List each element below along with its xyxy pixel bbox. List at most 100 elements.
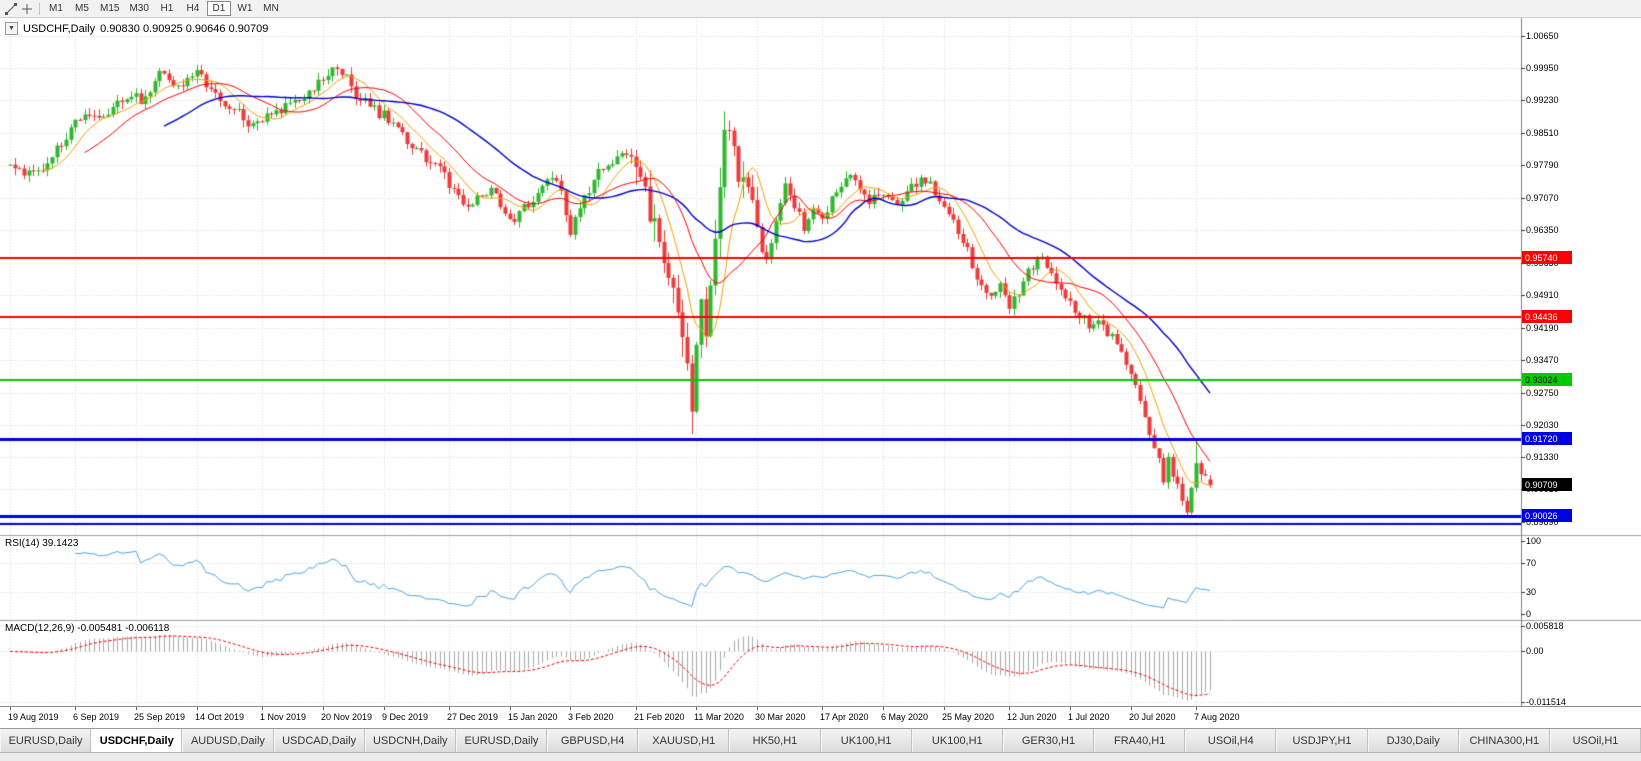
timeframe-button-d1[interactable]: D1 xyxy=(206,1,231,16)
trendline-icon[interactable] xyxy=(3,2,19,16)
hline-price-tag: 0.91720 xyxy=(1522,432,1572,445)
date-label: 3 Feb 2020 xyxy=(568,712,614,722)
hline-price-tag: 0.94436 xyxy=(1522,310,1572,323)
time-axis-tick xyxy=(944,707,945,710)
price-axis-label: 0.99230 xyxy=(1526,95,1559,105)
crosshair-icon[interactable] xyxy=(19,2,35,16)
time-axis-tick xyxy=(636,707,637,710)
date-label: 17 Apr 2020 xyxy=(820,712,869,722)
time-axis-tick xyxy=(696,707,697,710)
collapse-chart-icon[interactable]: ▼ xyxy=(5,22,18,35)
time-axis-tick xyxy=(757,707,758,710)
date-label: 20 Nov 2019 xyxy=(321,712,373,722)
timeframe-button-m15[interactable]: M15 xyxy=(100,3,120,14)
chart-tab-audusd-daily[interactable]: AUDUSD,Daily xyxy=(182,729,274,752)
time-axis-tick xyxy=(384,707,385,710)
chart-window: ▼ USDCHF,Daily 0.90830 0.90925 0.90646 0… xyxy=(0,18,1641,707)
price-axis-label: 0.99950 xyxy=(1526,63,1559,73)
timeframe-button-mn[interactable]: MN xyxy=(263,3,279,14)
chart-tab-usoil-h1[interactable]: USOil,H1 xyxy=(1549,729,1641,752)
timeframe-button-group: M1 M5 M15 M30 H1 H4 D1 W1 MN xyxy=(44,1,283,16)
rsi-axis-label: 30 xyxy=(1526,587,1537,597)
date-label: 1 Jul 2020 xyxy=(1068,712,1110,722)
price-axis-label: 0.92030 xyxy=(1526,420,1559,430)
chart-tab-usdjpy-h1[interactable]: USDJPY,H1 xyxy=(1276,729,1368,752)
date-label: 25 May 2020 xyxy=(942,712,995,722)
date-label: 20 Jul 2020 xyxy=(1129,712,1176,722)
time-axis-tick xyxy=(883,707,884,710)
chart-tab-fra40-h1[interactable]: FRA40,H1 xyxy=(1094,729,1186,752)
date-label: 14 Oct 2019 xyxy=(195,712,245,722)
chart-tab-china300-h1[interactable]: CHINA300,H1 xyxy=(1458,729,1550,752)
macd-axis-label: -0.011514 xyxy=(1526,697,1566,707)
chart-tab-usdchf-daily[interactable]: USDCHF,Daily xyxy=(91,729,183,752)
time-axis-tick xyxy=(449,707,450,710)
chart-tab-usoil-h4[interactable]: USOil,H4 xyxy=(1185,729,1277,752)
timeframe-button-w1[interactable]: W1 xyxy=(237,3,253,14)
time-axis-tick xyxy=(570,707,571,710)
rsi-axis-label: 100 xyxy=(1526,536,1542,546)
rsi-indicator-label: RSI(14) 39.1423 xyxy=(5,538,79,549)
timeframe-button-m30[interactable]: M30 xyxy=(129,3,149,14)
date-label: 19 Aug 2019 xyxy=(8,712,59,722)
hline-price-tag: 0.95740 xyxy=(1522,251,1572,264)
hline-price-tag: 0.90026 xyxy=(1522,509,1572,522)
time-axis-tick xyxy=(136,707,137,710)
date-label: 27 Dec 2019 xyxy=(447,712,499,722)
hline-price-tag: 0.93024 xyxy=(1522,373,1572,386)
timeframe-button-m1[interactable]: M1 xyxy=(49,3,63,14)
time-axis-tick xyxy=(1131,707,1132,710)
chart-tab-uk100-h1[interactable]: UK100,H1 xyxy=(820,729,912,752)
chart-header: ▼ USDCHF,Daily 0.90830 0.90925 0.90646 0… xyxy=(5,22,268,35)
time-axis-tick xyxy=(323,707,324,710)
top-toolbar: M1 M5 M15 M30 H1 H4 D1 W1 MN xyxy=(0,0,1641,18)
timeframe-button-m5[interactable]: M5 xyxy=(75,3,89,14)
macd-axis-label: 0.005818 xyxy=(1526,621,1564,631)
price-axis-label: 0.94190 xyxy=(1526,323,1559,333)
date-label: 30 Mar 2020 xyxy=(755,712,806,722)
chart-tab-xauusd-h1[interactable]: XAUUSD,H1 xyxy=(638,729,730,752)
chart-tab-bar: EURUSD,Daily USDCHF,Daily AUDUSD,Daily USDC… xyxy=(0,728,1641,752)
price-axis-label: 0.89890 xyxy=(1526,517,1559,527)
chart-tab-gbpusd-h4[interactable]: GBPUSD,H4 xyxy=(547,729,639,752)
time-axis-tick xyxy=(75,707,76,710)
chart-ohlc-values: 0.90830 0.90925 0.90646 0.90709 xyxy=(100,22,269,35)
chart-tab-usdcad-daily[interactable]: USDCAD,Daily xyxy=(273,729,365,752)
date-label: 25 Sep 2019 xyxy=(134,712,186,722)
price-axis-label: 0.94910 xyxy=(1526,290,1559,300)
rsi-axis-label: 0 xyxy=(1526,609,1532,619)
date-label: 7 Aug 2020 xyxy=(1194,712,1240,722)
macd-indicator-label: MACD(12,26,9) -0.005481 -0.006118 xyxy=(5,623,170,634)
time-axis[interactable]: 19 Aug 2019 6 Sep 2019 25 Sep 2019 14 Oct 2… xyxy=(0,706,1641,728)
chart-tab-uk100-h1[interactable]: UK100,H1 xyxy=(911,729,1003,752)
price-chart-canvas[interactable] xyxy=(0,18,1641,706)
chart-tab-ger30-h1[interactable]: GER30,H1 xyxy=(1002,729,1095,752)
chart-tab-dj30-daily[interactable]: DJ30,Daily xyxy=(1367,729,1459,752)
date-label: 1 Nov 2019 xyxy=(260,712,307,722)
price-axis-label: 0.92750 xyxy=(1526,388,1559,398)
time-axis-tick xyxy=(262,707,263,710)
timeframe-button-h4[interactable]: H4 xyxy=(186,3,200,14)
date-label: 15 Jan 2020 xyxy=(508,712,558,722)
macd-axis-label: 0.00 xyxy=(1526,646,1544,656)
date-label: 6 Sep 2019 xyxy=(73,712,120,722)
date-label: 12 Jun 2020 xyxy=(1007,712,1057,722)
time-axis-tick xyxy=(197,707,198,710)
toolbar-separator xyxy=(39,2,40,15)
date-label: 9 Dec 2019 xyxy=(382,712,429,722)
rsi-axis-label: 70 xyxy=(1526,558,1537,568)
price-axis-label: 0.97790 xyxy=(1526,160,1559,170)
date-label: 21 Feb 2020 xyxy=(634,712,685,722)
chart-title: USDCHF,Daily xyxy=(23,22,96,35)
price-axis-label: 0.93470 xyxy=(1526,355,1559,365)
last-price-tag: 0.90709 xyxy=(1522,478,1572,491)
chart-tab-usdcnh-daily[interactable]: USDCNH,Daily xyxy=(364,729,456,752)
window-edge xyxy=(0,752,1641,761)
time-axis-tick xyxy=(1070,707,1071,710)
chart-tab-hk50-h1[interactable]: HK50,H1 xyxy=(729,729,821,752)
timeframe-button-h1[interactable]: H1 xyxy=(160,3,174,14)
chart-tab-eurusd-daily[interactable]: EURUSD,Daily xyxy=(455,729,548,752)
time-axis-tick xyxy=(1196,707,1197,710)
chart-tab-eurusd-daily[interactable]: EURUSD,Daily xyxy=(0,729,92,752)
